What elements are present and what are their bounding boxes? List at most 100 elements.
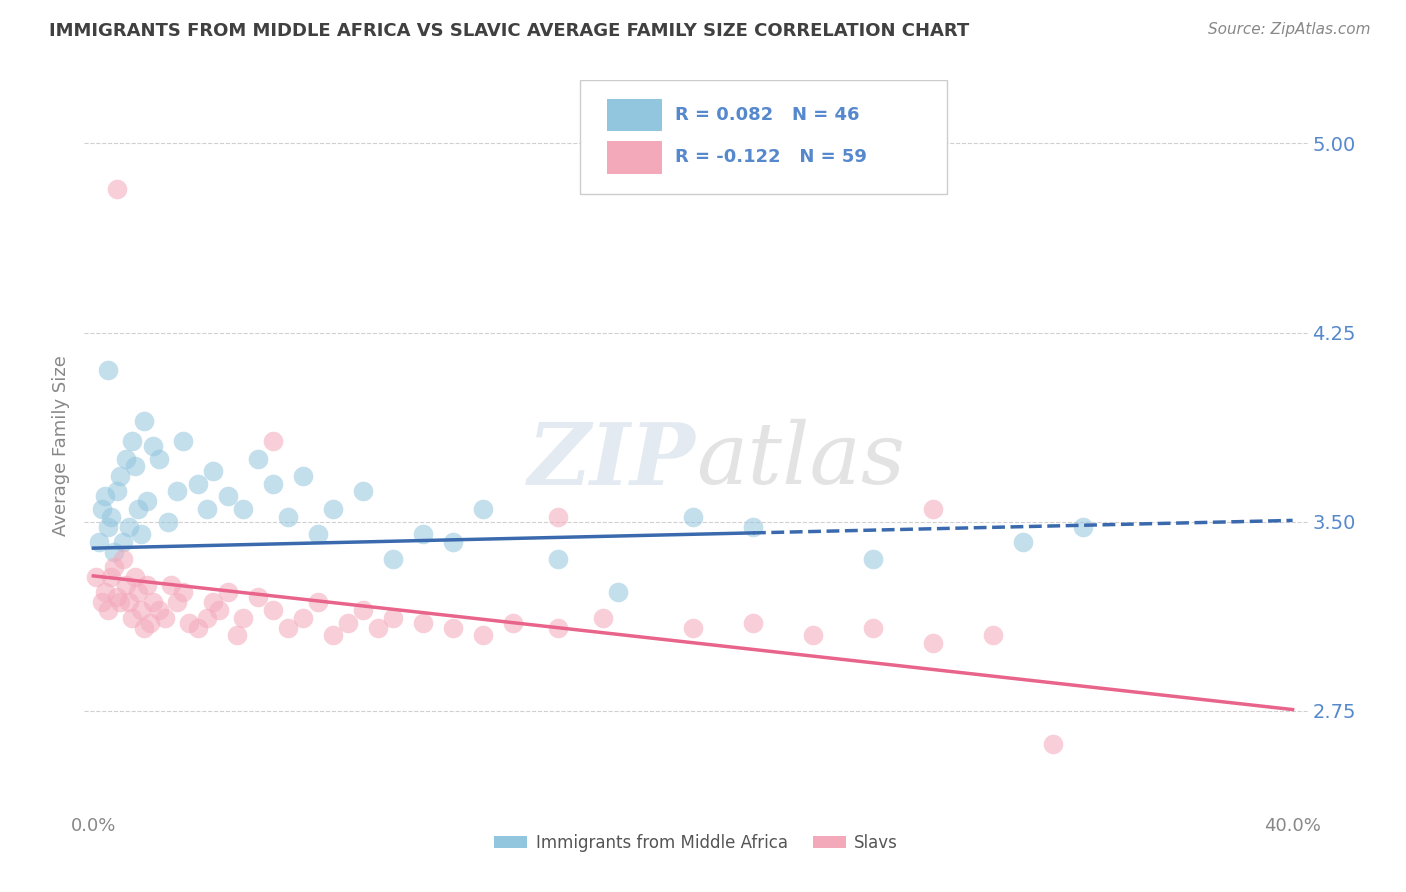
Point [195, 502, 218, 516]
Point [136, 578, 159, 592]
Point [277, 621, 299, 635]
Point [148, 451, 170, 466]
Point [247, 451, 270, 466]
Point [277, 509, 299, 524]
Point [195, 610, 218, 624]
Point [134, 621, 156, 635]
Point [322, 628, 344, 642]
Point [121, 434, 143, 448]
Point [262, 603, 284, 617]
Point [862, 552, 884, 566]
Point [94, 585, 117, 599]
Point [97, 519, 120, 533]
Point [160, 578, 183, 592]
Point [232, 610, 254, 624]
Legend: Immigrants from Middle Africa, Slavs: Immigrants from Middle Africa, Slavs [488, 827, 904, 858]
Point [262, 476, 284, 491]
Point [981, 628, 1004, 642]
Point [166, 595, 188, 609]
Point [472, 628, 495, 642]
Point [112, 552, 135, 566]
Point [472, 502, 495, 516]
Point [105, 182, 128, 196]
Point [118, 595, 141, 609]
Text: R = -0.122   N = 59: R = -0.122 N = 59 [675, 148, 868, 166]
Point [131, 603, 153, 617]
Point [115, 451, 138, 466]
Point [441, 534, 464, 549]
Point [352, 484, 374, 499]
Point [921, 502, 943, 516]
FancyBboxPatch shape [606, 98, 662, 131]
Point [307, 595, 329, 609]
Point [100, 509, 122, 524]
Point [208, 603, 231, 617]
Point [91, 502, 114, 516]
Point [607, 585, 630, 599]
Point [202, 595, 225, 609]
Point [127, 585, 149, 599]
Point [100, 570, 122, 584]
Point [166, 484, 188, 499]
Point [139, 615, 162, 630]
FancyBboxPatch shape [606, 141, 662, 174]
Point [91, 595, 114, 609]
Point [89, 534, 111, 549]
Y-axis label: Average Family Size: Average Family Size [52, 356, 70, 536]
Point [127, 502, 149, 516]
Text: R = 0.082   N = 46: R = 0.082 N = 46 [675, 105, 859, 124]
Point [157, 515, 180, 529]
Point [121, 610, 143, 624]
Point [103, 560, 125, 574]
Point [142, 595, 165, 609]
Point [547, 621, 569, 635]
Point [103, 545, 125, 559]
Text: Source: ZipAtlas.com: Source: ZipAtlas.com [1208, 22, 1371, 37]
Point [382, 552, 405, 566]
Point [352, 603, 374, 617]
Point [86, 570, 108, 584]
Point [247, 591, 270, 605]
Point [172, 585, 194, 599]
Point [202, 464, 225, 478]
Point [187, 621, 209, 635]
Point [547, 552, 569, 566]
Point [1071, 519, 1094, 533]
Text: atlas: atlas [696, 419, 905, 502]
Point [110, 469, 132, 483]
Point [232, 502, 254, 516]
Point [862, 621, 884, 635]
Point [217, 585, 239, 599]
Text: ZIP: ZIP [529, 419, 696, 502]
Point [547, 509, 569, 524]
Point [97, 363, 120, 377]
Point [801, 628, 824, 642]
Point [118, 519, 141, 533]
Point [742, 615, 765, 630]
Point [382, 610, 405, 624]
Point [742, 519, 765, 533]
Point [105, 591, 128, 605]
Point [148, 603, 170, 617]
Point [337, 615, 360, 630]
Point [502, 615, 524, 630]
Point [115, 578, 138, 592]
Point [292, 610, 315, 624]
Point [110, 595, 132, 609]
Text: IMMIGRANTS FROM MIDDLE AFRICA VS SLAVIC AVERAGE FAMILY SIZE CORRELATION CHART: IMMIGRANTS FROM MIDDLE AFRICA VS SLAVIC … [49, 22, 970, 40]
Point [441, 621, 464, 635]
Point [592, 610, 614, 624]
Point [262, 434, 284, 448]
Point [322, 502, 344, 516]
Point [187, 476, 209, 491]
Point [136, 494, 159, 508]
Point [412, 615, 434, 630]
Point [412, 527, 434, 541]
Point [226, 628, 249, 642]
Point [682, 621, 704, 635]
Point [131, 527, 153, 541]
Point [124, 459, 146, 474]
FancyBboxPatch shape [579, 80, 946, 194]
Point [134, 414, 156, 428]
Point [124, 570, 146, 584]
